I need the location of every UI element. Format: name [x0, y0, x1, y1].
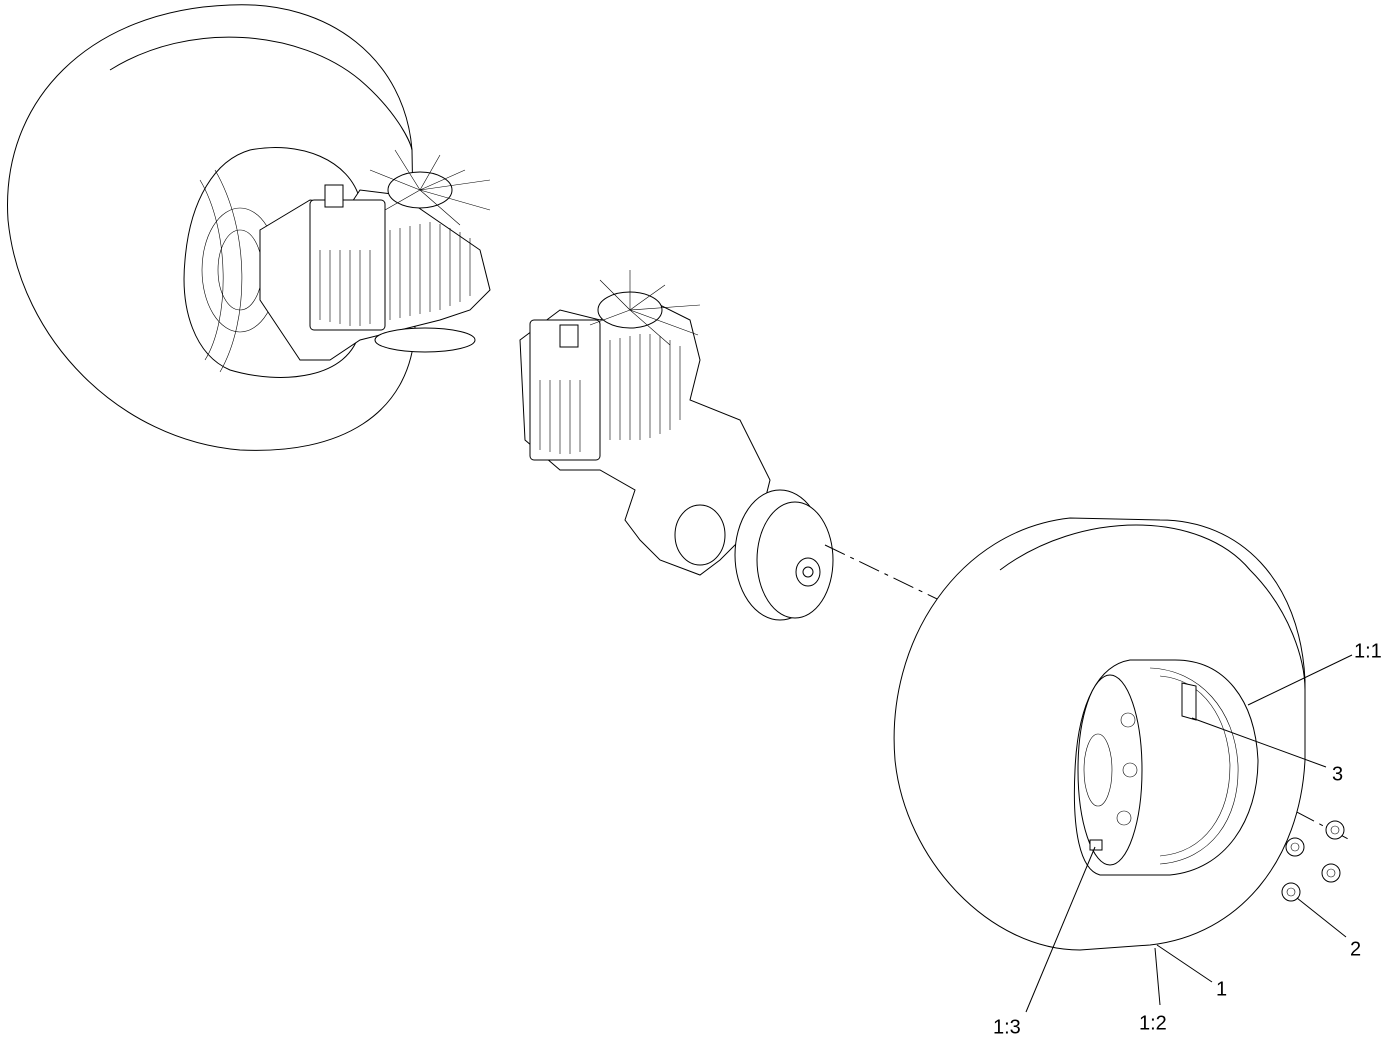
callout-label: 1:3: [993, 1016, 1021, 1038]
lug-nuts: [1281, 820, 1345, 902]
callout-label: 1:1: [1354, 640, 1382, 662]
callout-label: 2: [1350, 938, 1361, 960]
left-transaxle: [259, 149, 491, 361]
leader-lines: [1025, 654, 1353, 1013]
right-tire: [893, 517, 1306, 951]
callout-label: 3: [1332, 763, 1343, 785]
callout-label: 1:2: [1139, 1012, 1167, 1034]
right-transaxle: [519, 270, 834, 621]
callout-label: 1: [1216, 978, 1227, 1000]
